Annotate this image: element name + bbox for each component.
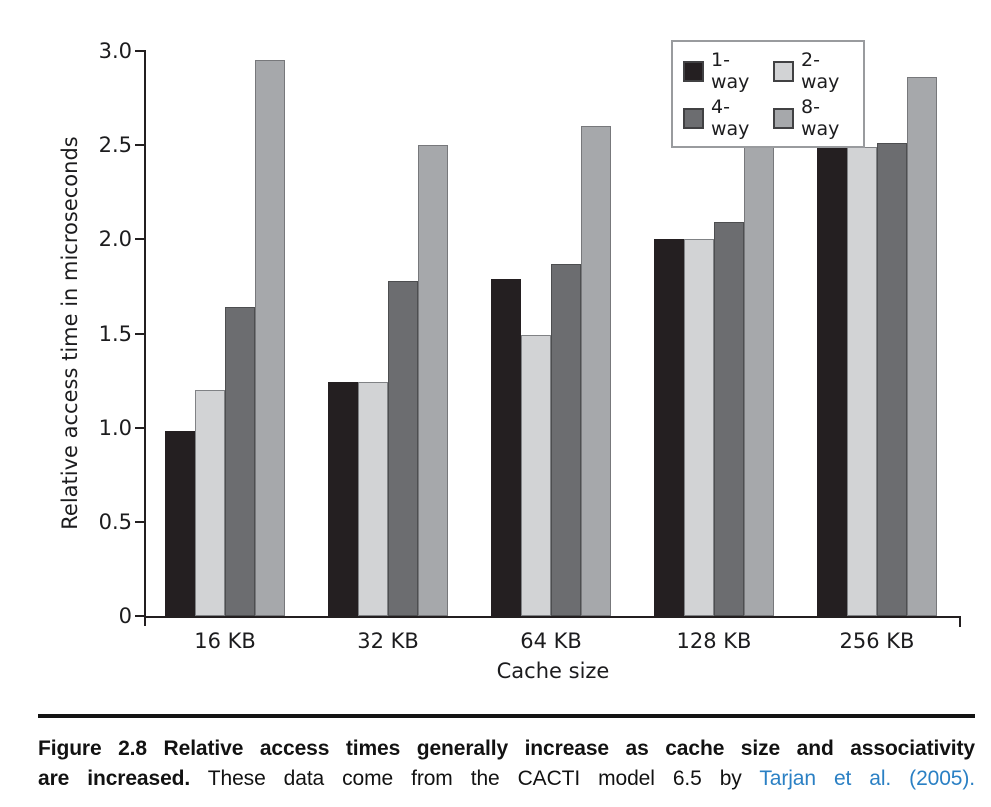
bar-chart: Relative access time in microseconds Cac… <box>58 39 961 683</box>
y-axis-tick-label-0: 0 <box>118 604 132 628</box>
legend-item-8-way: 8-way <box>773 96 855 140</box>
y-axis-tick-label-3.0: 3.0 <box>98 39 132 63</box>
legend-item-1-way: 1-way <box>683 49 765 93</box>
legend-item-4-way: 4-way <box>683 96 765 140</box>
legend-label-8-way: 8-way <box>801 96 840 140</box>
caption-bold-text: are increased. <box>38 767 191 790</box>
8-way-swatch-icon <box>773 107 794 129</box>
1-way-swatch-icon <box>683 60 704 82</box>
bar-8-way-32-KB <box>418 145 448 616</box>
bar-2-way-32-KB <box>358 382 388 616</box>
bar-2-way-16-KB <box>195 390 225 616</box>
figure-number: Figure 2.8 <box>38 737 147 760</box>
y-axis-line <box>144 50 146 626</box>
x-axis-tick-label-128-KB: 128 KB <box>676 629 752 653</box>
y-axis-tick-2.0 <box>135 238 144 240</box>
bar-4-way-64-KB <box>551 264 581 616</box>
caption-line-2: are increased. These data come from the … <box>38 764 975 794</box>
bar-4-way-256-KB <box>877 143 907 616</box>
caption-divider <box>38 714 975 718</box>
y-axis-tick-2.5 <box>135 144 144 146</box>
bar-4-way-128-KB <box>714 222 744 616</box>
citation-link[interactable]: Tarjan et al. (2005). <box>759 767 976 790</box>
caption-bold-text: Relative access times generally increase… <box>163 737 976 760</box>
x-axis-tick-label-256-KB: 256 KB <box>839 629 915 653</box>
bar-1-way-256-KB <box>817 147 847 616</box>
y-axis-tick-1.5 <box>135 333 144 335</box>
x-axis-end-tick <box>959 616 961 627</box>
legend-item-2-way: 2-way <box>773 49 855 93</box>
bar-1-way-128-KB <box>654 239 684 616</box>
y-axis-tick-0 <box>135 615 144 617</box>
2-way-swatch-icon <box>773 60 794 82</box>
x-axis-tick-label-64-KB: 64 KB <box>520 629 582 653</box>
y-axis-tick-label-2.5: 2.5 <box>98 133 132 157</box>
bar-8-way-16-KB <box>255 60 285 616</box>
legend-label-4-way: 4-way <box>711 96 750 140</box>
bar-8-way-128-KB <box>744 134 774 616</box>
x-axis-tick-label-32-KB: 32 KB <box>357 629 419 653</box>
bar-1-way-32-KB <box>328 382 358 616</box>
bar-1-way-64-KB <box>491 279 521 616</box>
legend-label-2-way: 2-way <box>801 49 840 93</box>
x-axis-tick-label-16-KB: 16 KB <box>194 629 256 653</box>
y-axis-title: Relative access time in microseconds <box>58 136 82 530</box>
y-axis-tick-1.0 <box>135 427 144 429</box>
y-axis-tick-label-1.0: 1.0 <box>98 416 132 440</box>
x-axis-line <box>144 616 961 618</box>
y-axis-tick-label-2.0: 2.0 <box>98 227 132 251</box>
y-axis-tick-0.5 <box>135 521 144 523</box>
y-axis-tick-label-0.5: 0.5 <box>98 510 132 534</box>
x-axis-title: Cache size <box>496 659 610 683</box>
chart-legend: 1-way 2-way 4-way 8-way <box>671 40 865 148</box>
bar-2-way-64-KB <box>521 335 551 616</box>
legend-label-1-way: 1-way <box>711 49 750 93</box>
bar-8-way-64-KB <box>581 126 611 616</box>
bar-8-way-256-KB <box>907 77 937 616</box>
4-way-swatch-icon <box>683 107 704 129</box>
bar-4-way-32-KB <box>388 281 418 616</box>
caption-line-1: Figure 2.8 Relative access times general… <box>38 734 975 764</box>
figure-caption: Figure 2.8 Relative access times general… <box>38 734 975 794</box>
caption-body-text: These data come from the CACTI model 6.5… <box>207 767 742 790</box>
y-axis-tick-3.0 <box>135 50 144 52</box>
bar-4-way-16-KB <box>225 307 255 616</box>
y-axis-tick-label-1.5: 1.5 <box>98 322 132 346</box>
bar-2-way-128-KB <box>684 239 714 616</box>
bar-1-way-16-KB <box>165 431 195 616</box>
bar-2-way-256-KB <box>847 147 877 616</box>
